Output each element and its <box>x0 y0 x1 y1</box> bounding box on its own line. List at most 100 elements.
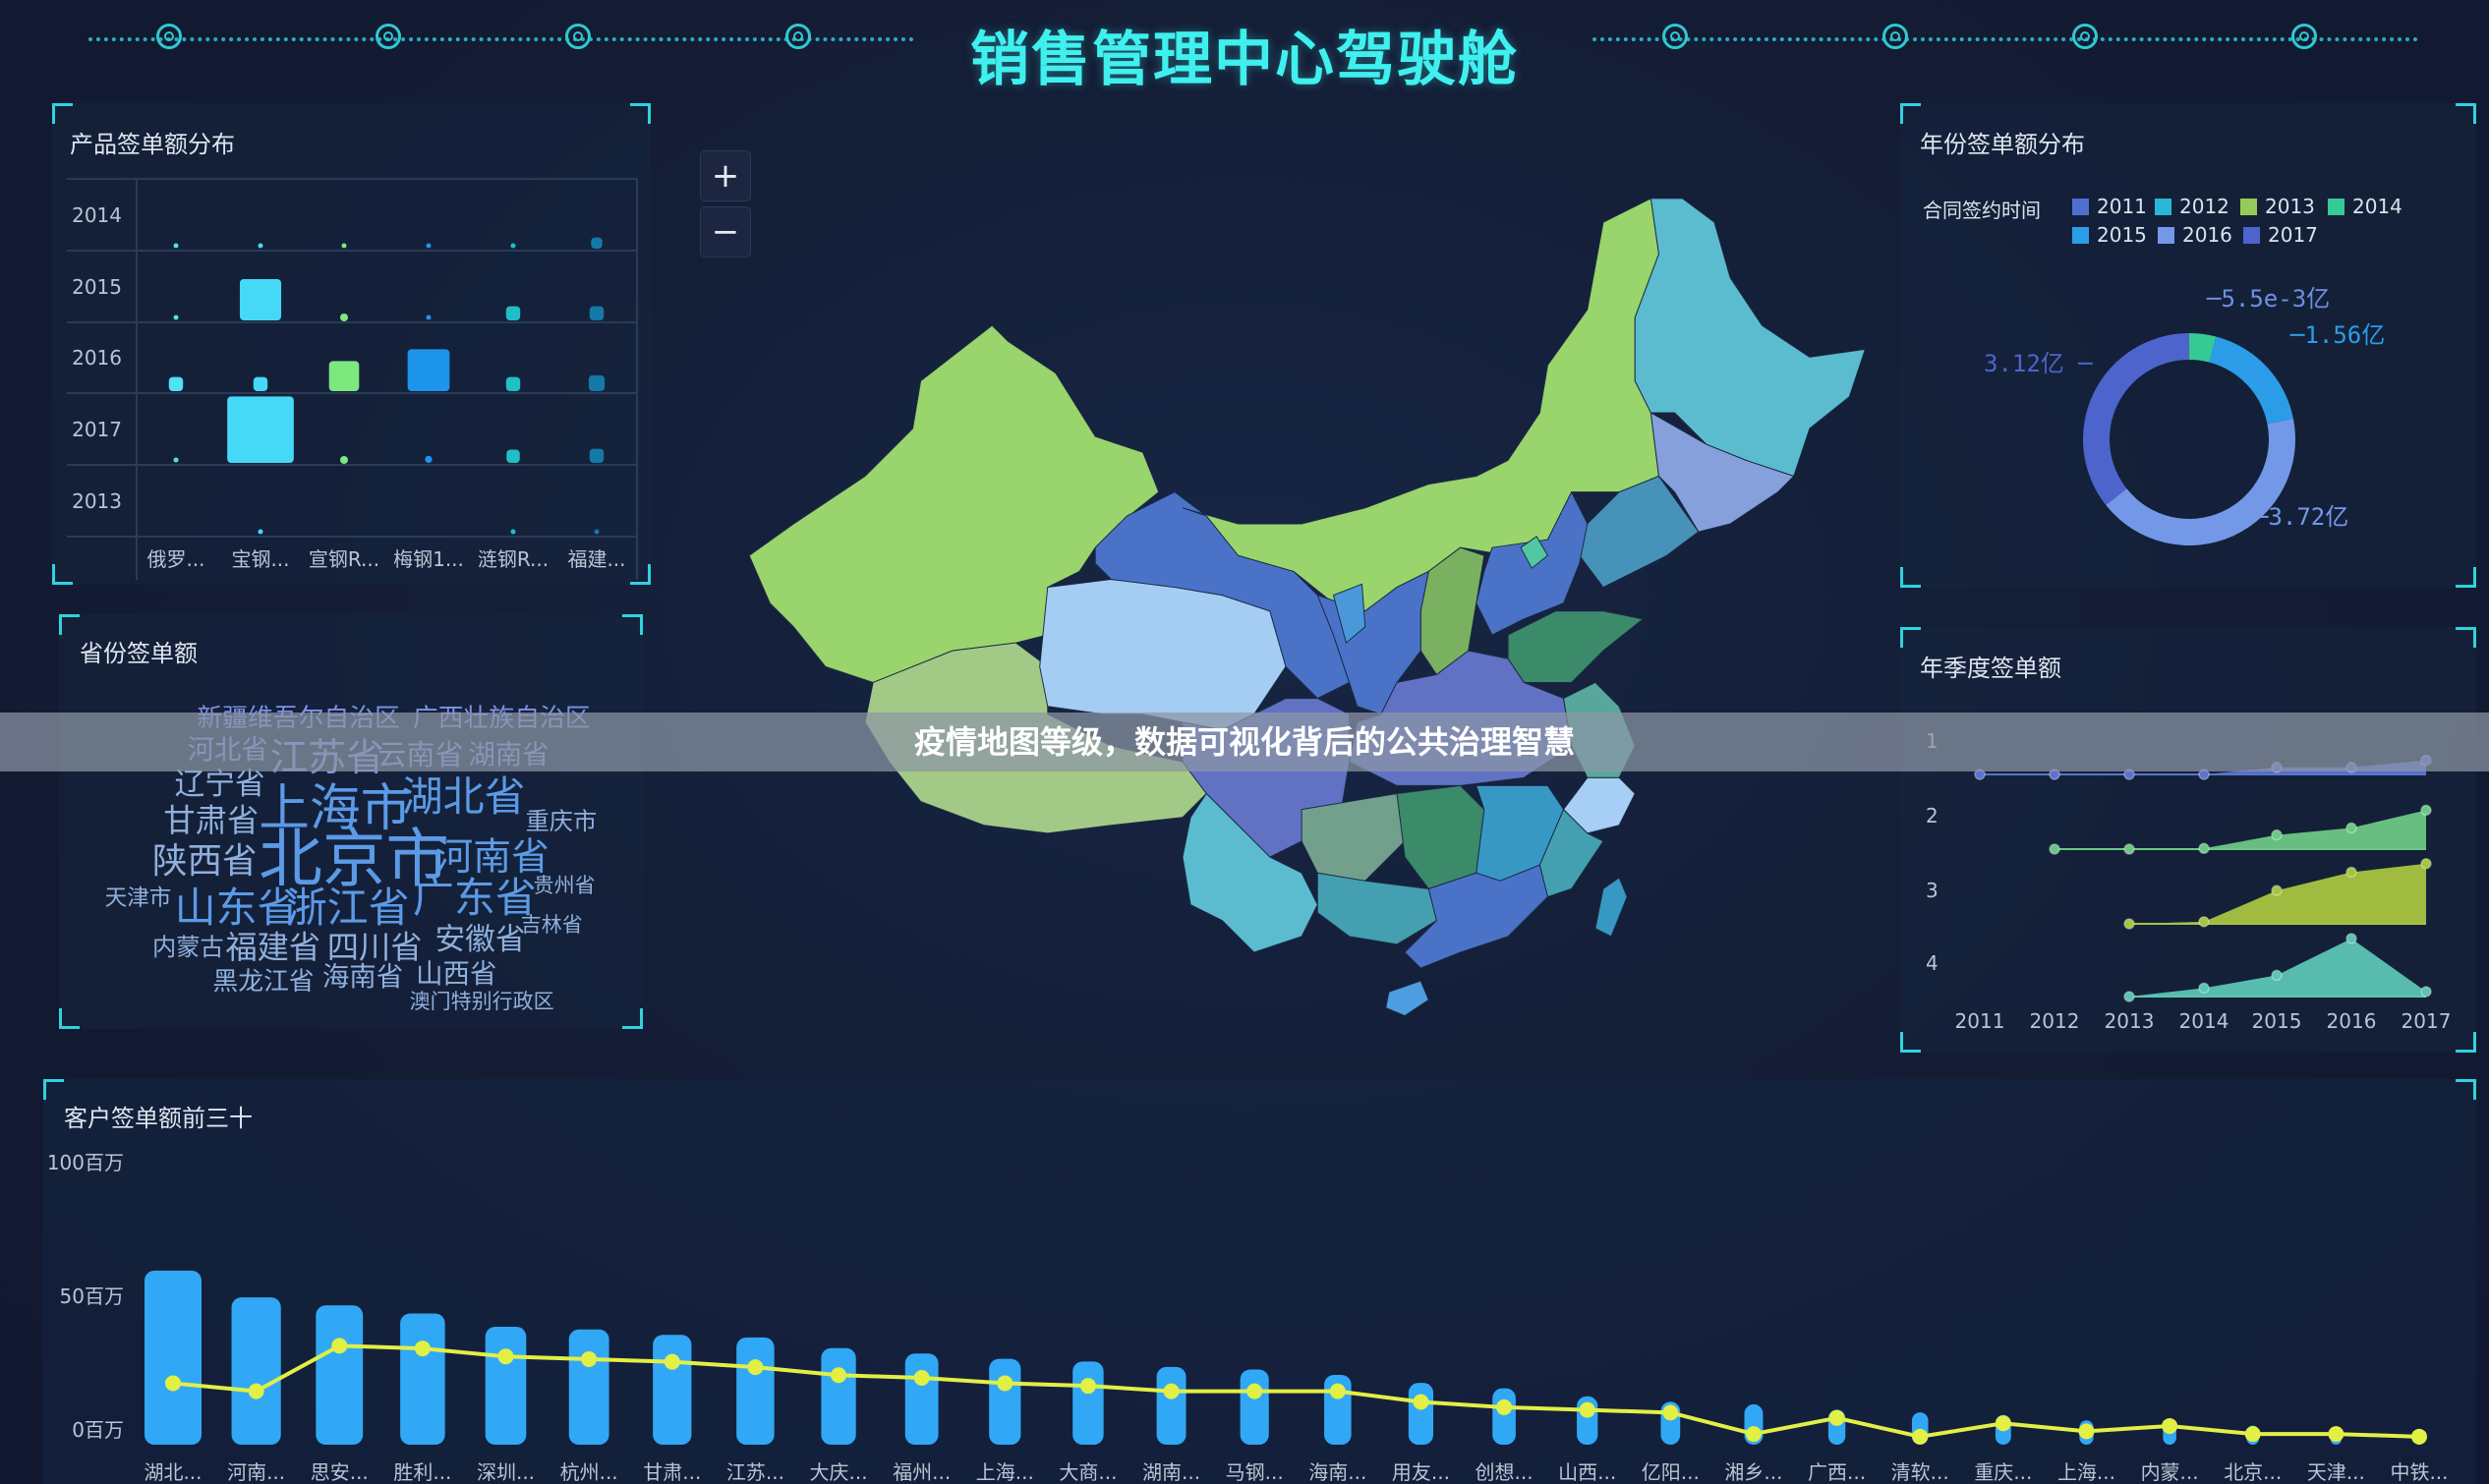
ring-icon <box>2072 24 2098 49</box>
province-word[interactable]: 北京市 <box>259 823 450 897</box>
corner-deco <box>630 103 651 124</box>
map-zoom-out-button[interactable]: − <box>700 206 751 257</box>
region-yunnan[interactable] <box>1182 792 1318 953</box>
data-square <box>591 237 603 249</box>
legend-item-2017[interactable]: 2017 <box>2243 223 2318 247</box>
legend-item-2013[interactable]: 2013 <box>2240 195 2315 218</box>
x-tick-label: 亿阳... <box>1642 1460 1700 1484</box>
panel-title: 年季度签单额 <box>1920 655 2061 682</box>
province-word[interactable]: 澳门特别行政区 <box>409 989 554 1013</box>
ring-icon <box>1882 24 1908 49</box>
province-word[interactable]: 山西省 <box>416 958 497 990</box>
region-guangxi[interactable] <box>1316 872 1437 945</box>
province-word[interactable]: 上海市 <box>259 778 412 838</box>
province-word[interactable]: 四川省 <box>326 929 423 966</box>
region-jilin[interactable] <box>1650 412 1795 533</box>
legend-item-2015[interactable]: 2015 <box>2072 223 2147 247</box>
data-square <box>505 376 521 391</box>
region-hainan[interactable] <box>1385 980 1429 1017</box>
ring-icon <box>156 24 182 49</box>
x-tick-label: 上海... <box>2057 1460 2115 1484</box>
area-point <box>2198 842 2210 855</box>
x-tick-label: 俄罗... <box>146 547 204 571</box>
province-word[interactable]: 天津市 <box>104 885 172 911</box>
x-tick-label: 2016 <box>2327 1009 2377 1033</box>
legend-swatch <box>2072 199 2089 215</box>
legend-swatch <box>2328 199 2344 215</box>
bar <box>485 1327 527 1445</box>
province-word[interactable]: 吉林省 <box>520 913 583 938</box>
corner-deco <box>52 103 73 124</box>
province-word[interactable]: 湖北省 <box>401 771 526 821</box>
province-word[interactable]: 浙江省 <box>285 883 410 932</box>
data-dot <box>258 243 263 249</box>
line-point <box>1745 1426 1762 1443</box>
data-dot <box>340 456 348 464</box>
province-word[interactable]: 重庆市 <box>525 808 598 836</box>
region-guangdong[interactable] <box>1404 864 1548 969</box>
legend-title: 合同签约时间 <box>1923 199 2041 222</box>
data-square <box>588 374 606 391</box>
line-point <box>831 1367 847 1384</box>
donut-label: ─1.56亿 <box>2290 321 2386 349</box>
line-point <box>1995 1415 2011 1432</box>
area-point <box>2198 982 2210 995</box>
region-taiwan[interactable] <box>1594 877 1628 938</box>
x-tick-label: 2013 <box>2105 1009 2155 1033</box>
line-point <box>1496 1398 1513 1415</box>
data-dot <box>594 529 600 535</box>
ring-icon <box>565 24 591 49</box>
line-point <box>2411 1428 2427 1445</box>
y-tick-label: 2016 <box>72 346 122 370</box>
x-tick-label: 福州... <box>893 1460 951 1484</box>
region-heilongjiang[interactable] <box>1634 198 1867 478</box>
y-tick-label: 100百万 <box>47 1151 124 1174</box>
line-point <box>414 1341 431 1357</box>
region-ningxia[interactable] <box>1332 583 1366 644</box>
ring-icon <box>785 24 811 49</box>
data-square <box>589 448 605 463</box>
bar <box>989 1358 1021 1445</box>
data-square <box>328 361 360 391</box>
corner-deco <box>1900 567 1921 588</box>
x-tick-label: 湖南... <box>1142 1460 1200 1484</box>
legend-item-2011[interactable]: 2011 <box>2072 195 2147 218</box>
donut-label: ─5.5e-3亿 <box>2207 285 2331 313</box>
legend-item-2014[interactable]: 2014 <box>2328 195 2402 218</box>
province-word[interactable]: 山东省 <box>174 883 299 932</box>
province-word[interactable]: 广东省 <box>412 874 537 923</box>
donut-label: ─3.72亿 <box>2254 503 2349 531</box>
province-word[interactable]: 河南省 <box>434 835 550 881</box>
data-square <box>506 449 520 463</box>
panel-title: 产品签单额分布 <box>70 131 235 158</box>
area-point <box>2123 991 2135 1002</box>
bar <box>1408 1383 1434 1445</box>
legend-item-2012[interactable]: 2012 <box>2155 195 2229 218</box>
y-tick-label: 2017 <box>72 418 122 441</box>
province-word[interactable]: 海南省 <box>321 962 404 994</box>
province-word[interactable]: 内蒙古 <box>152 934 224 962</box>
x-tick-label: 2014 <box>2179 1009 2229 1033</box>
region-beijing[interactable] <box>1520 536 1549 569</box>
province-word[interactable]: 辽宁省 <box>174 768 265 803</box>
line-point <box>1413 1394 1429 1410</box>
data-dot <box>341 243 347 249</box>
region-guizhou[interactable] <box>1301 792 1406 882</box>
legend-item-2016[interactable]: 2016 <box>2158 223 2232 247</box>
province-word[interactable]: 黑龙江省 <box>212 966 315 997</box>
map-zoom-in-button[interactable]: + <box>700 150 751 201</box>
y-tick-label: 2014 <box>72 203 122 227</box>
legend-label: 2016 <box>2182 223 2232 247</box>
area-point <box>2271 969 2283 982</box>
area-point <box>2198 916 2210 928</box>
x-tick-label: 海南... <box>1308 1460 1366 1484</box>
donut-slice-2016 <box>2106 418 2296 545</box>
province-word[interactable]: 福建省 <box>225 929 321 966</box>
province-word[interactable]: 甘肃省 <box>163 801 260 839</box>
province-word[interactable]: 贵州省 <box>533 873 596 897</box>
legend-label: 2014 <box>2352 195 2402 218</box>
province-word[interactable]: 安徽省 <box>434 923 526 958</box>
area-point <box>2420 804 2432 817</box>
area-point <box>2345 933 2357 944</box>
province-word[interactable]: 陕西省 <box>152 841 258 883</box>
